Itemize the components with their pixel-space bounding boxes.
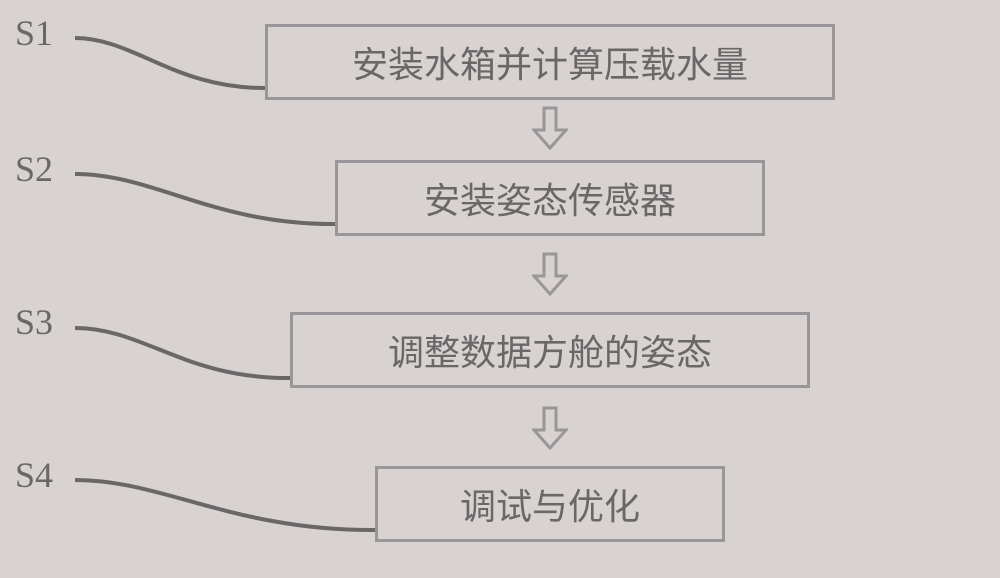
arrow-down-1 <box>532 106 568 150</box>
step-label-s4: S4 <box>15 454 53 496</box>
step-box-s1: 安装水箱并计算压载水量 <box>265 24 835 100</box>
step-box-s4: 调试与优化 <box>375 466 725 542</box>
step-label-s1: S1 <box>15 12 53 54</box>
step-label-s3: S3 <box>15 301 53 343</box>
connector-curve-s1 <box>75 30 270 105</box>
flowchart-diagram: S1 安装水箱并计算压载水量 S2 安装姿态传感器 S3 调整数据方舱的姿态 <box>0 0 1000 578</box>
arrow-down-3 <box>532 406 568 450</box>
step-text-s3: 调整数据方舱的姿态 <box>388 324 712 376</box>
arrow-down-2 <box>532 252 568 296</box>
step-box-s3: 调整数据方舱的姿态 <box>290 312 810 388</box>
step-box-s2: 安装姿态传感器 <box>335 160 765 236</box>
connector-curve-s3 <box>75 320 295 395</box>
connector-curve-s2 <box>75 166 340 241</box>
connector-curve-s4 <box>75 472 380 547</box>
step-text-s1: 安装水箱并计算压载水量 <box>352 36 748 88</box>
step-text-s2: 安装姿态传感器 <box>424 172 676 224</box>
step-text-s4: 调试与优化 <box>460 478 640 530</box>
step-label-s2: S2 <box>15 148 53 190</box>
